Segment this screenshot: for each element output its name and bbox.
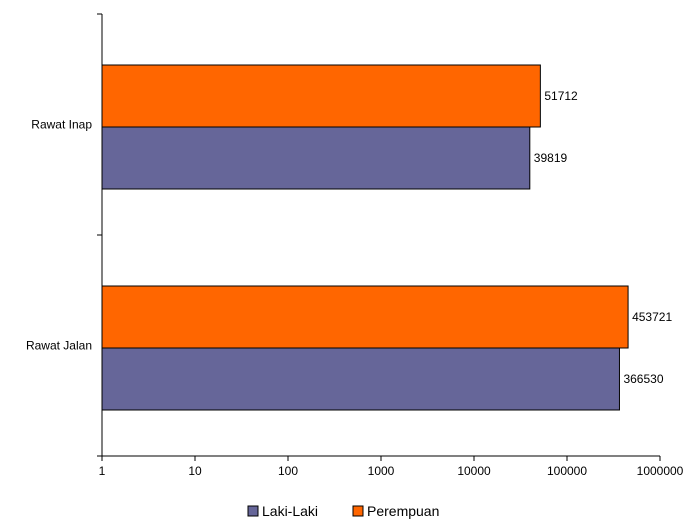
data-label: 366530: [623, 372, 663, 386]
bar-perempuan: [101, 285, 629, 349]
x-tick-label: 10000: [457, 464, 491, 478]
data-label: 51712: [544, 89, 578, 103]
bars: [101, 64, 629, 411]
legend-label-perempuan: Perempuan: [367, 503, 439, 519]
data-label: 39819: [534, 151, 568, 165]
legend-swatch-laki-laki: [247, 505, 259, 517]
x-tick-label: 10: [188, 464, 202, 478]
x-tick-label: 100: [278, 464, 298, 478]
x-tick-label: 1: [99, 464, 106, 478]
legend: Laki-Laki Perempuan: [247, 503, 439, 519]
bar-laki-laki: [101, 347, 620, 411]
x-tick-label: 100000: [547, 464, 587, 478]
category-label: Rawat Jalan: [26, 339, 92, 353]
legend-label-laki-laki: Laki-Laki: [262, 503, 318, 519]
x-tick-label: 1000: [368, 464, 395, 478]
category-label: Rawat Inap: [31, 118, 92, 132]
x-tick-label: 1000000: [637, 464, 684, 478]
bar-laki-laki: [101, 126, 531, 190]
data-labels: 51712 39819 453721 366530: [534, 89, 673, 386]
data-label: 453721: [632, 310, 672, 324]
axes: 1 10 100 1000 10000 100000 1000000 Rawat Inap Ra…: [26, 13, 684, 478]
bar-perempuan: [101, 64, 541, 128]
legend-swatch-perempuan: [352, 505, 364, 517]
